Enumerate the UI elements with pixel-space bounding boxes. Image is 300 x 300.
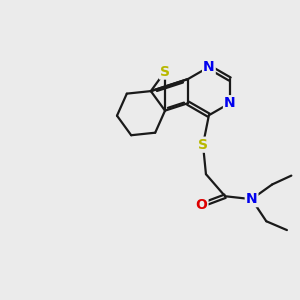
Text: O: O bbox=[196, 198, 208, 212]
Text: S: S bbox=[198, 138, 208, 152]
Text: N: N bbox=[246, 192, 257, 206]
Text: S: S bbox=[160, 64, 170, 79]
Text: N: N bbox=[203, 60, 215, 74]
Text: N: N bbox=[224, 96, 236, 110]
